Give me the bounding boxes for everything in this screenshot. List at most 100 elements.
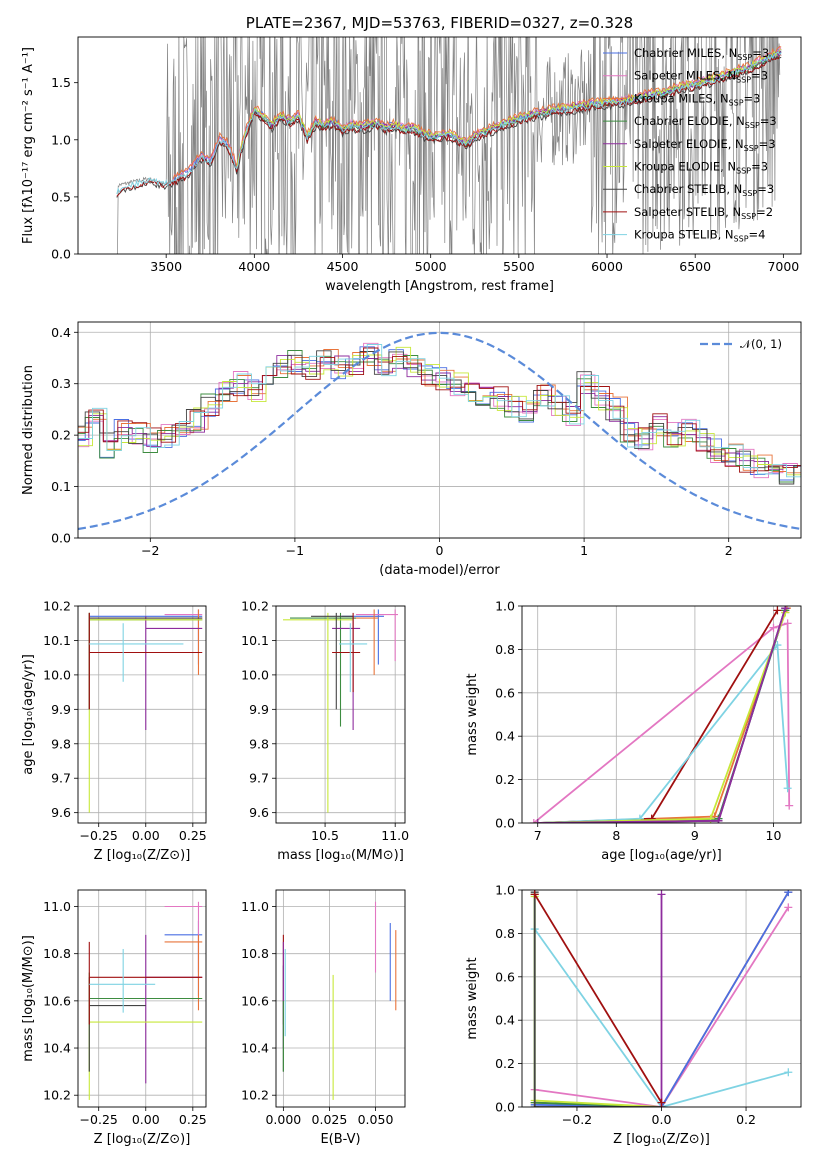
y-tick-label: 0.6 (495, 685, 515, 700)
y-tick-label: 1.0 (495, 599, 515, 614)
x-tick-label: 7 (534, 828, 542, 843)
y-tick-label: 0.2 (495, 772, 515, 787)
weight-marker-salpeter_miles (769, 623, 778, 632)
x-tick-label: 4000 (238, 259, 270, 274)
y-tick-label: 10.8 (43, 946, 71, 961)
y-tick-label: 10.4 (241, 1041, 269, 1056)
y-tick-label: 0.1 (51, 479, 71, 494)
x-tick-label: 2 (725, 543, 733, 558)
y-axis-label: age [log₁₀(age/yr)] (21, 654, 36, 775)
weight-line-kroupa_elodie (533, 896, 662, 1107)
weight-marker-salpeter_elodie (533, 819, 542, 823)
weight-line-salpeter_miles (534, 906, 790, 1107)
plot-frame (77, 321, 802, 539)
x-tick-label: 0.050 (358, 1112, 394, 1127)
x-tick-label: 5000 (415, 259, 447, 274)
x-tick-label: −2 (141, 543, 159, 558)
y-tick-label: 9.6 (249, 805, 269, 820)
weight-marker-salpeter_miles (529, 819, 538, 823)
x-tick-label: 6000 (591, 259, 623, 274)
x-tick-label: 0.025 (312, 1112, 348, 1127)
normal-curve (78, 331, 801, 531)
weight-marker-kroupa_stelib (783, 784, 792, 793)
y-tick-label: 0.8 (495, 642, 515, 657)
x-tick-label: −0.25 (80, 1112, 118, 1127)
legend-label: Kroupa ELODIE, NSSP=3 (634, 160, 768, 176)
y-axis-label: mass [log₁₀(M/M⊙)] (21, 935, 36, 1062)
x-tick-label: 3500 (150, 259, 182, 274)
y-tick-label: 10.6 (241, 993, 269, 1008)
y-tick-label: 0.8 (495, 926, 515, 941)
weight-marker-salpeter_stelib (657, 1098, 666, 1107)
y-tick-label: 0.0 (495, 816, 515, 831)
legend-label: Salpeter ELODIE, NSSP=3 (634, 137, 776, 153)
y-axis-label: mass weight (465, 957, 480, 1039)
y-tick-label: 11.0 (241, 899, 269, 914)
y-axis-label: Flux [fλ10⁻¹⁷ erg cm⁻² s⁻¹ A⁻¹] (21, 47, 36, 244)
model-line-salpeter_stelib (116, 53, 782, 197)
y-tick-label: 9.6 (51, 805, 71, 820)
y-tick-label: 9.7 (249, 771, 269, 786)
legend-label: Salpeter MILES, NSSP=3 (634, 69, 768, 85)
x-axis-label: wavelength [Angstrom, rest frame] (325, 279, 554, 294)
y-tick-label: 0.0 (51, 531, 71, 546)
weight-marker-salpeter_miles (785, 801, 794, 810)
x-tick-label: 0.25 (179, 1112, 207, 1127)
weight-line-chabrier_stelib (533, 892, 662, 1107)
legend-label: Chabrier STELIB, NSSP=3 (634, 182, 774, 198)
x-tick-label: 8 (612, 828, 620, 843)
y-tick-label: 0.5 (51, 189, 71, 204)
x-axis-label: age [log₁₀(age/yr)] (601, 848, 722, 863)
y-tick-label: 10.0 (43, 667, 71, 682)
histogram-kroupa_stelib (78, 344, 801, 478)
spectrum-panel: PLATE=2367, MJD=53763, FIBERID=0327, z=0… (21, 14, 802, 294)
y-axis-label: Normed distribution (21, 365, 36, 495)
weight-marker-salpeter_miles (783, 619, 792, 628)
x-tick-label: 11.0 (381, 828, 409, 843)
weight-marker-kroupa_stelib (784, 1068, 793, 1077)
plot-frame (521, 605, 802, 824)
y-tick-label: 11.0 (43, 899, 71, 914)
x-tick-label: 0.2 (736, 1112, 756, 1127)
x-axis-label: mass [log₁₀(M/M⊙)] (277, 848, 404, 863)
weight-marker-salpeter_stelib (773, 606, 782, 615)
y-tick-label: 9.7 (51, 771, 71, 786)
plot-frame (521, 889, 802, 1108)
weight-marker-salpeter_elodie (781, 606, 790, 613)
y-tick-label: 1.0 (51, 132, 71, 147)
x-tick-label: 5500 (503, 259, 535, 274)
plot-frame (77, 36, 802, 255)
legend-label: 𝒩(0, 1) (740, 337, 782, 351)
age_vs_z-plot-area (88, 609, 203, 813)
y-tick-label: 0.4 (495, 729, 515, 744)
weight-marker-salpeter_miles (784, 903, 793, 912)
y-tick-label: 0.0 (495, 1100, 515, 1115)
weight_vs_age-panel: 7 8 9 10 0.0 0.2 0.4 0.6 0.8 1.0 age [log₁₀(age/yr… (465, 599, 802, 863)
legend-label: Salpeter STELIB, NSSP=2 (634, 205, 773, 221)
x-tick-label: 0.00 (132, 828, 160, 843)
legend-label: Kroupa STELIB, NSSP=4 (634, 228, 765, 244)
mass_vs_ebv-panel: 0.000 0.025 0.050 10.2 10.4 10.6 10.8 11.0 E(B-V… (241, 889, 406, 1147)
y-tick-label: 10.4 (43, 1041, 71, 1056)
y-tick-label: 0.4 (495, 1013, 515, 1028)
plot-frame (275, 605, 406, 824)
y-axis-label: mass weight (465, 673, 480, 755)
mass_vs_ebv-plot-area (282, 901, 397, 1100)
histogram-kroupa_elodie (78, 346, 801, 476)
y-tick-label: 9.8 (249, 736, 269, 751)
x-tick-label: −0.2 (562, 1112, 592, 1127)
y-tick-label: 10.2 (241, 1088, 269, 1103)
weight-marker-salpeter_elodie (657, 890, 666, 899)
x-tick-label: 0 (436, 543, 444, 558)
plot-frame (275, 889, 406, 1108)
y-tick-label: 0.3 (51, 376, 71, 391)
y-tick-label: 10.8 (241, 946, 269, 961)
x-tick-label: 1 (580, 543, 588, 558)
weight_vs_age-plot-area (529, 606, 794, 823)
legend-label: Kroupa MILES, NSSP=3 (634, 91, 760, 107)
y-tick-label: 1.0 (495, 883, 515, 898)
y-tick-label: 10.1 (241, 633, 269, 648)
y-tick-label: 10.0 (241, 667, 269, 682)
y-tick-label: 10.6 (43, 993, 71, 1008)
